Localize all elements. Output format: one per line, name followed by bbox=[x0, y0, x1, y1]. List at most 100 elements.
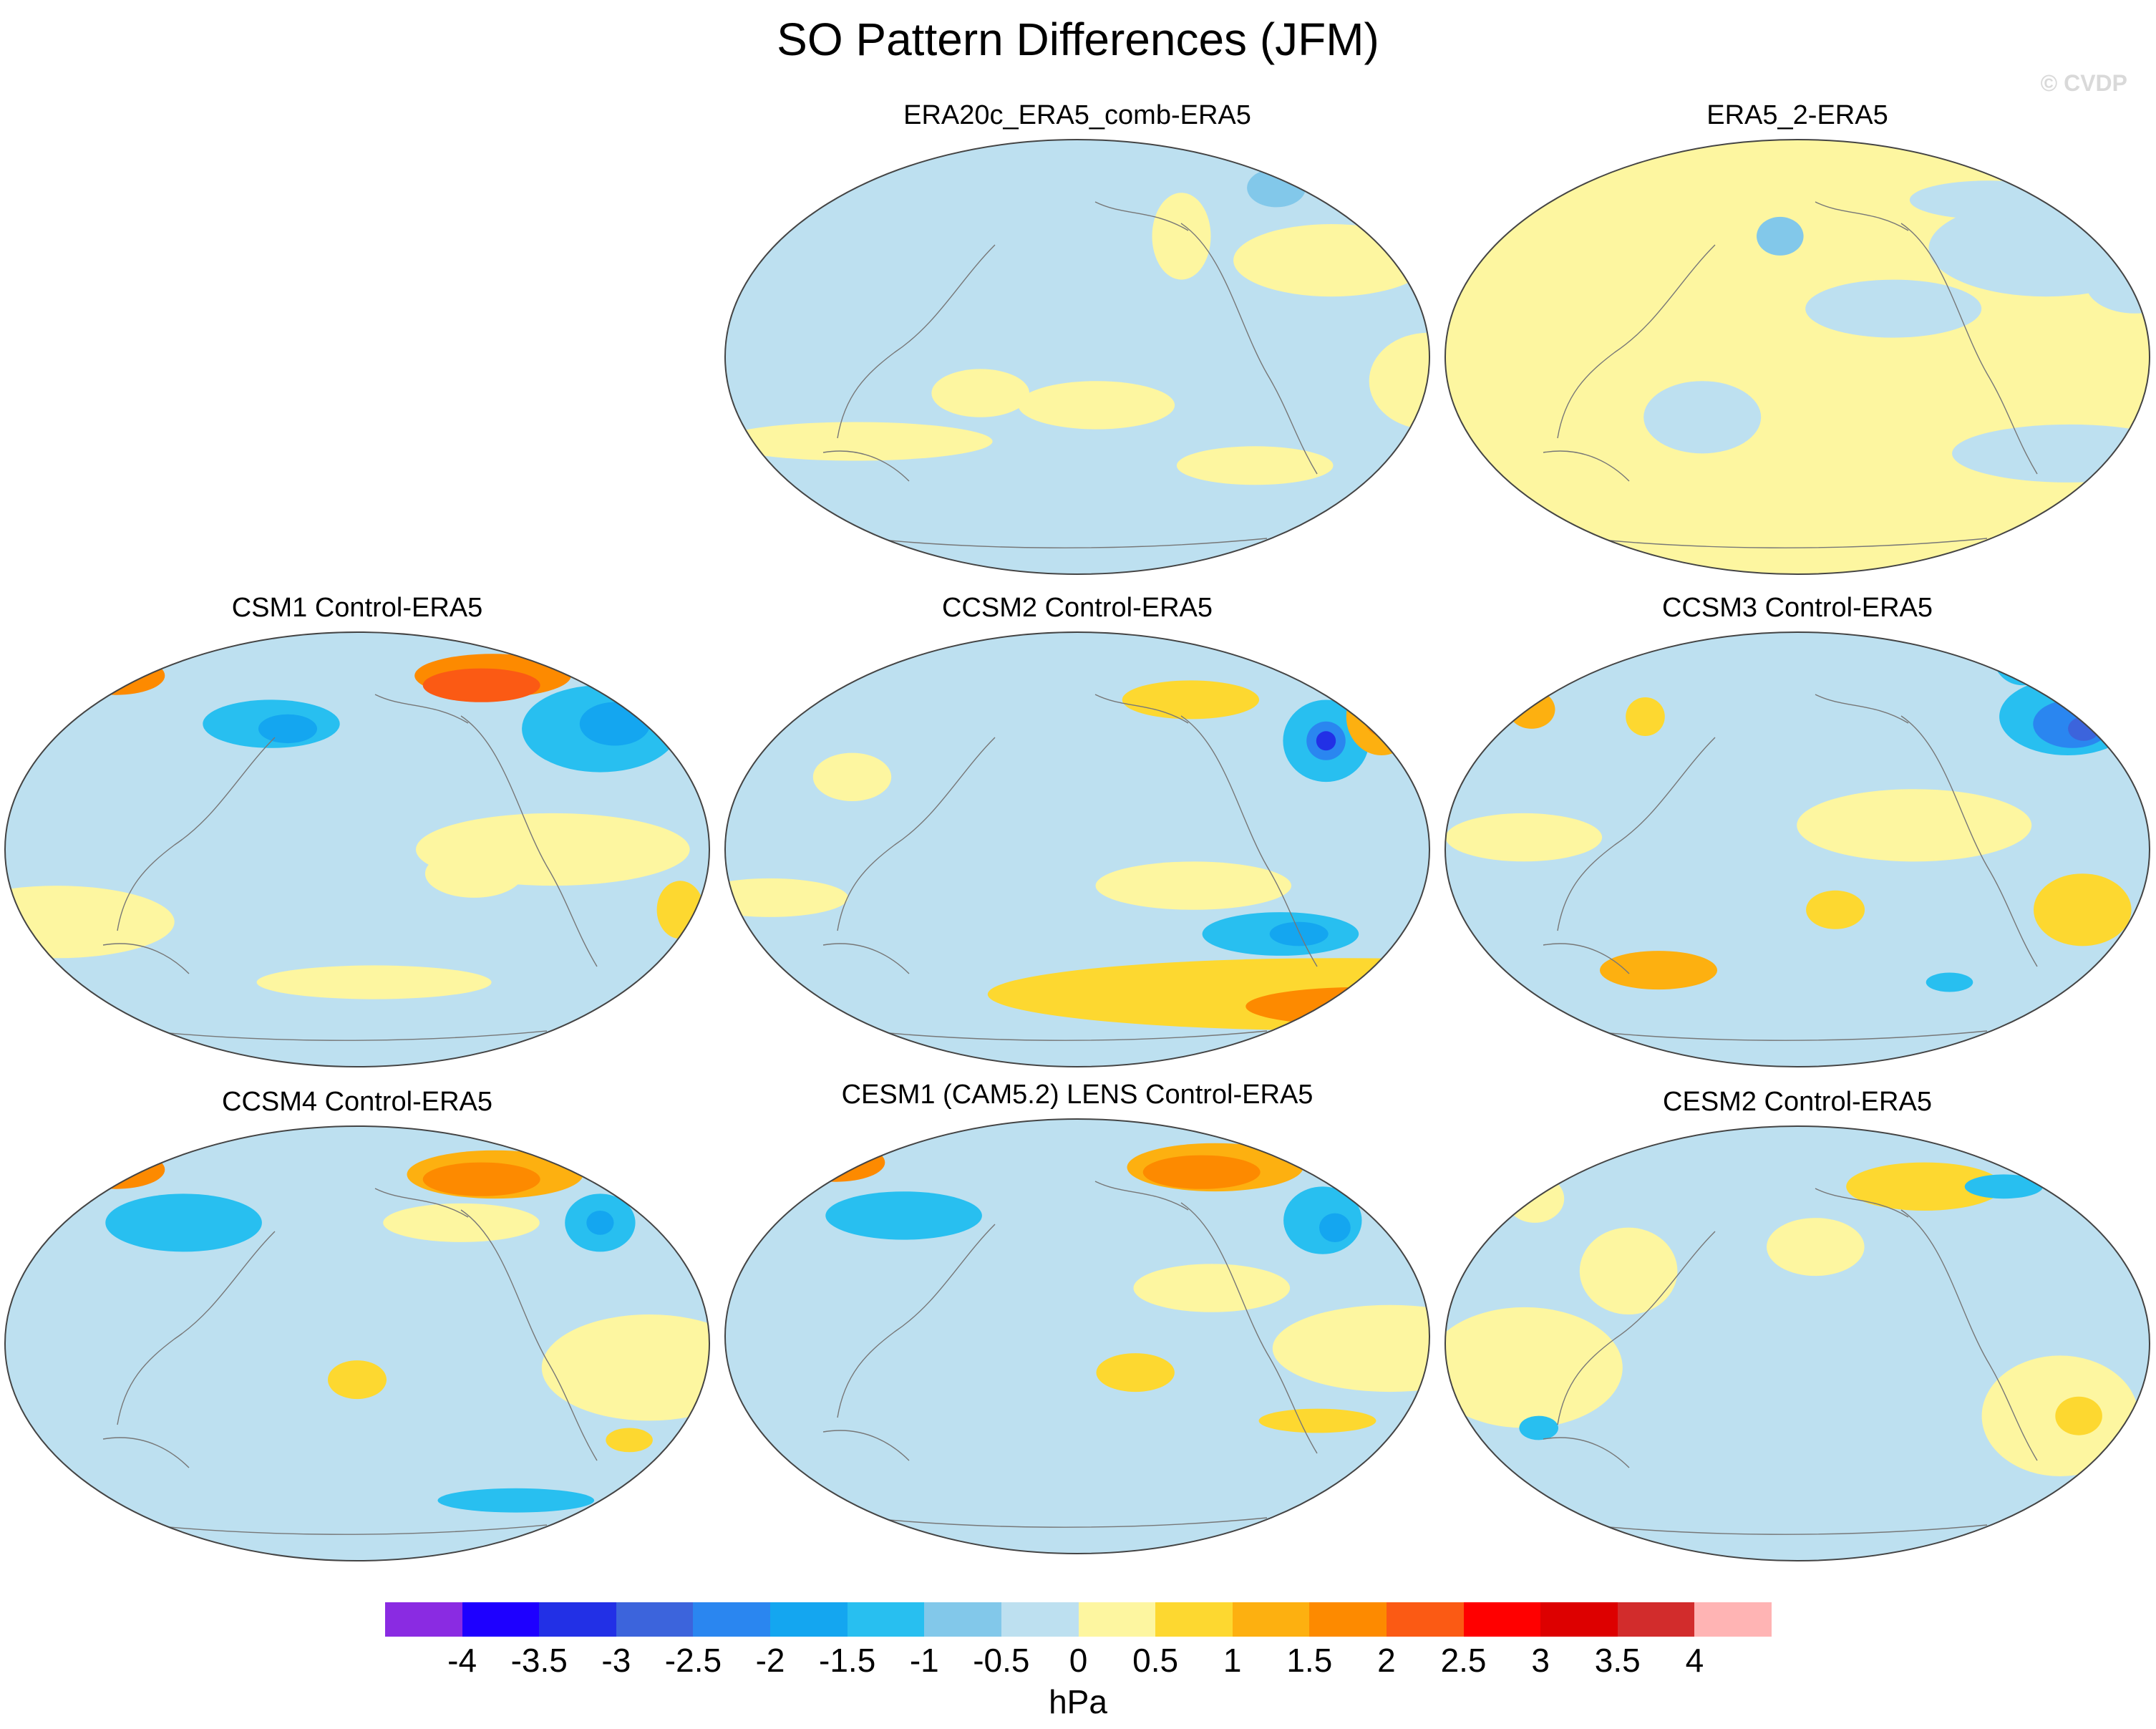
anomaly-contour bbox=[1018, 381, 1175, 430]
anomaly-contour bbox=[422, 668, 540, 702]
panel-title: CESM1 (CAM5.2) LENS Control-ERA5 bbox=[841, 1080, 1313, 1110]
coastline bbox=[865, 538, 1268, 548]
coastline bbox=[822, 943, 910, 974]
anomaly-contour bbox=[1767, 1218, 1865, 1277]
coastline bbox=[374, 694, 469, 724]
anomaly-contour bbox=[1519, 1415, 1558, 1440]
map-outline bbox=[1444, 1125, 2150, 1561]
colorbar-tick-label: -3 bbox=[601, 1642, 631, 1679]
anomaly-contour bbox=[1797, 789, 2032, 862]
colorbar-box bbox=[1309, 1602, 1387, 1637]
map-panel-era20c: ERA20c_ERA5_comb-ERA5 bbox=[723, 100, 1432, 576]
anomaly-contour bbox=[787, 1143, 885, 1182]
colorbar-box bbox=[1694, 1602, 1772, 1637]
colorbar-tick-label: 0.5 bbox=[1132, 1642, 1179, 1679]
coastline bbox=[822, 450, 910, 482]
anomaly-contour bbox=[1272, 1304, 1429, 1393]
anomaly-contour bbox=[1319, 1213, 1351, 1242]
map-outline bbox=[1444, 631, 2150, 1067]
coastline bbox=[102, 1437, 190, 1468]
coastline bbox=[117, 737, 276, 931]
colorbar-box bbox=[1617, 1602, 1695, 1637]
colorbar-box bbox=[1386, 1602, 1465, 1637]
coastline bbox=[1900, 223, 2038, 475]
anomaly-contour bbox=[586, 1211, 614, 1235]
coastline bbox=[1180, 715, 1318, 967]
panel-title: ERA5_2-ERA5 bbox=[1706, 100, 1888, 130]
anomaly-contour bbox=[725, 422, 993, 461]
colorbar-box bbox=[1463, 1602, 1541, 1637]
anomaly-contour bbox=[1626, 697, 1665, 736]
anomaly-contour bbox=[105, 1193, 262, 1252]
map-panel-ccsm4: CCSM4 Control-ERA5 bbox=[3, 1087, 712, 1563]
anomaly-contour bbox=[424, 849, 523, 898]
colorbar-tick-label: 1 bbox=[1223, 1642, 1242, 1679]
map-outline bbox=[724, 631, 1430, 1067]
anomaly-contour bbox=[1579, 1227, 1678, 1314]
map-outline bbox=[4, 1125, 710, 1561]
coastline bbox=[865, 1030, 1268, 1041]
coastline bbox=[1543, 1437, 1630, 1468]
anomaly-contour bbox=[1445, 813, 1603, 862]
colorbar-units: hPa bbox=[1049, 1683, 1107, 1720]
map-panel-ccsm3: CCSM3 Control-ERA5 bbox=[1443, 593, 2152, 1069]
colorbar-box bbox=[462, 1602, 540, 1637]
colorbar-tick-label: 3.5 bbox=[1594, 1642, 1641, 1679]
anomaly-contour bbox=[2034, 873, 2132, 946]
coastline bbox=[1586, 1030, 1988, 1041]
coastline bbox=[837, 244, 996, 439]
anomaly-contour bbox=[1095, 861, 1291, 910]
anomaly-contour bbox=[1600, 951, 1717, 990]
colorbar-box bbox=[1540, 1602, 1618, 1637]
coastline bbox=[1557, 737, 1716, 931]
coastline bbox=[1094, 694, 1189, 724]
anomaly-contour bbox=[1643, 381, 1762, 454]
anomaly-contour bbox=[606, 1428, 653, 1453]
map-panel-ccsm2: CCSM2 Control-ERA5 bbox=[723, 593, 1432, 1069]
colorbar-tick-label: 2 bbox=[1377, 1642, 1396, 1679]
coastline bbox=[374, 1188, 469, 1218]
colorbar-tick-label: -1 bbox=[909, 1642, 939, 1679]
map bbox=[1444, 139, 2150, 575]
map-outline bbox=[724, 1118, 1430, 1554]
colorbar-box bbox=[1078, 1602, 1156, 1637]
anomaly-contour bbox=[383, 1203, 540, 1242]
anomaly-contour bbox=[931, 369, 1029, 417]
map bbox=[4, 1125, 710, 1561]
map bbox=[724, 139, 1430, 575]
coastline bbox=[837, 1224, 996, 1418]
panel-title: CESM2 Control-ERA5 bbox=[1663, 1087, 1932, 1117]
anomaly-contour bbox=[812, 752, 892, 801]
colorbar-tick-label: 0 bbox=[1069, 1642, 1088, 1679]
anomaly-contour bbox=[2068, 717, 2099, 741]
anomaly-contour bbox=[1258, 1408, 1376, 1433]
panel-title: CCSM3 Control-ERA5 bbox=[1662, 593, 1933, 623]
anomaly-contour bbox=[1142, 1155, 1261, 1189]
coastline bbox=[1180, 1202, 1318, 1454]
anomaly-contour bbox=[1926, 972, 1973, 992]
anomaly-contour bbox=[437, 1488, 595, 1513]
colorbar-box bbox=[1001, 1602, 1079, 1637]
coastline bbox=[1557, 244, 1716, 439]
anomaly-contour bbox=[1269, 921, 1329, 946]
anomaly-contour bbox=[1445, 1307, 1623, 1428]
coastline bbox=[865, 1517, 1268, 1528]
anomaly-contour bbox=[1122, 680, 1260, 720]
panel-title: ERA20c_ERA5_comb-ERA5 bbox=[903, 100, 1251, 130]
coastline bbox=[1557, 1231, 1716, 1425]
anomaly-contour bbox=[1993, 632, 2052, 686]
coastline bbox=[145, 1030, 548, 1041]
anomaly-contour bbox=[2055, 1396, 2102, 1435]
anomaly-contour bbox=[656, 881, 704, 939]
colorbar-box bbox=[847, 1602, 925, 1637]
map-background bbox=[725, 140, 1429, 574]
coastline bbox=[1815, 694, 1909, 724]
coastline bbox=[1543, 943, 1630, 974]
coastline bbox=[460, 1209, 598, 1461]
coastline bbox=[1815, 1188, 1909, 1218]
anomaly-contour bbox=[1152, 193, 1211, 280]
anomaly-contour bbox=[422, 1162, 540, 1196]
coastline bbox=[1586, 538, 1988, 548]
colorbar-tick-label: -1.5 bbox=[819, 1642, 876, 1679]
coastline bbox=[837, 737, 996, 931]
